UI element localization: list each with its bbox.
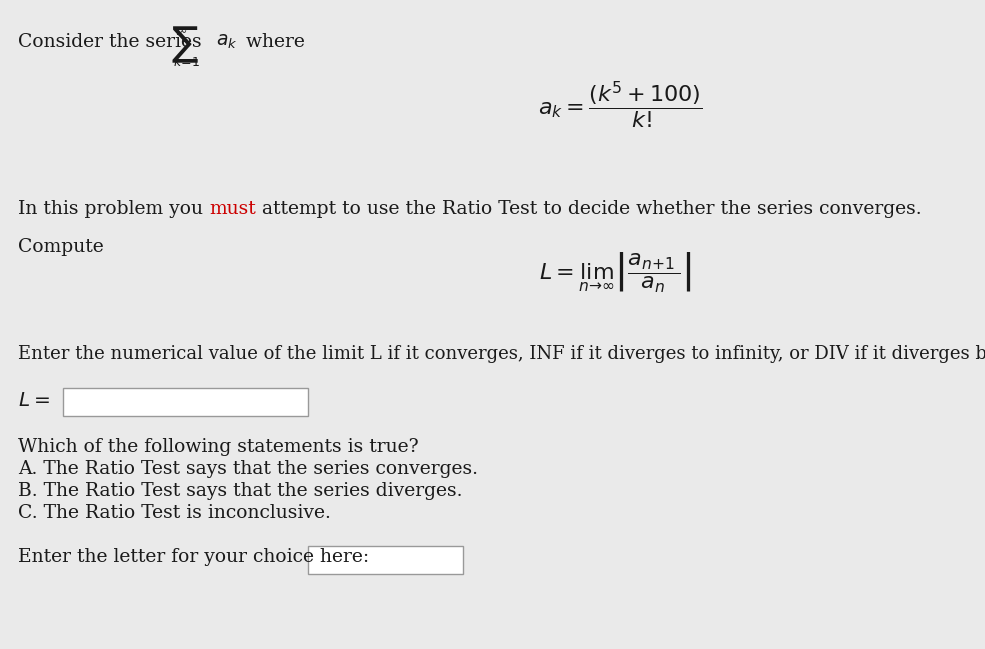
FancyBboxPatch shape	[63, 388, 308, 416]
Text: $\sum$: $\sum$	[171, 25, 199, 65]
Text: $a_k$: $a_k$	[216, 33, 237, 51]
Text: A. The Ratio Test says that the series converges.: A. The Ratio Test says that the series c…	[18, 460, 478, 478]
Text: $L = \lim_{n \to \infty} \left|\dfrac{a_{n+1}}{a_n}\right|$: $L = \lim_{n \to \infty} \left|\dfrac{a_…	[539, 250, 691, 294]
Text: must: must	[209, 200, 256, 218]
Text: Compute: Compute	[18, 238, 103, 256]
Text: $k\!=\!1$: $k\!=\!1$	[173, 55, 200, 69]
Text: $L =$: $L =$	[18, 391, 50, 411]
Text: C. The Ratio Test is inconclusive.: C. The Ratio Test is inconclusive.	[18, 504, 331, 522]
Text: $a_k = \dfrac{(k^5 + 100)}{k!}$: $a_k = \dfrac{(k^5 + 100)}{k!}$	[538, 79, 702, 130]
Text: B. The Ratio Test says that the series diverges.: B. The Ratio Test says that the series d…	[18, 482, 463, 500]
Text: $\infty$: $\infty$	[176, 23, 187, 36]
Text: Consider the series: Consider the series	[18, 33, 202, 51]
FancyBboxPatch shape	[308, 546, 463, 574]
Text: attempt to use the Ratio Test to decide whether the series converges.: attempt to use the Ratio Test to decide …	[256, 200, 921, 218]
Text: where: where	[240, 33, 305, 51]
Text: In this problem you: In this problem you	[18, 200, 209, 218]
Text: Enter the numerical value of the limit L if it converges, INF if it diverges to : Enter the numerical value of the limit L…	[18, 345, 985, 363]
Text: Enter the letter for your choice here:: Enter the letter for your choice here:	[18, 548, 369, 566]
Text: Which of the following statements is true?: Which of the following statements is tru…	[18, 438, 419, 456]
